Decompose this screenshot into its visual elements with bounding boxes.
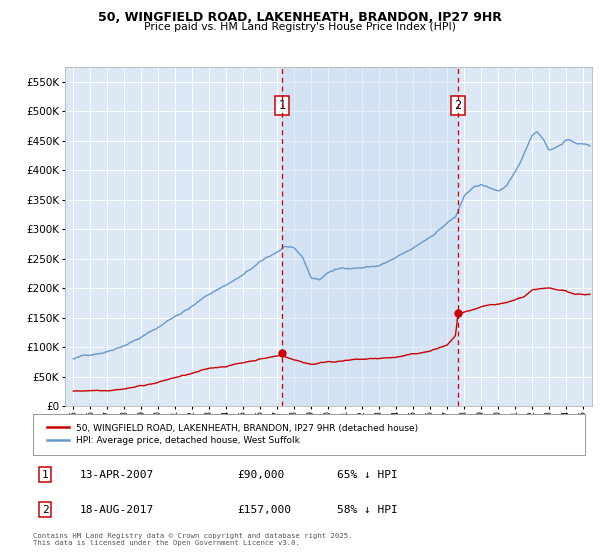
Text: 2: 2: [42, 505, 49, 515]
Text: 1: 1: [278, 99, 286, 112]
Text: 58% ↓ HPI: 58% ↓ HPI: [337, 505, 397, 515]
Text: 18-AUG-2017: 18-AUG-2017: [80, 505, 154, 515]
Legend: 50, WINGFIELD ROAD, LAKENHEATH, BRANDON, IP27 9HR (detached house), HPI: Average: 50, WINGFIELD ROAD, LAKENHEATH, BRANDON,…: [43, 420, 422, 449]
Text: 2: 2: [454, 99, 461, 112]
Text: 65% ↓ HPI: 65% ↓ HPI: [337, 470, 397, 479]
Text: 13-APR-2007: 13-APR-2007: [80, 470, 154, 479]
Text: 1: 1: [42, 470, 49, 479]
Text: £157,000: £157,000: [237, 505, 291, 515]
Text: Contains HM Land Registry data © Crown copyright and database right 2025.
This d: Contains HM Land Registry data © Crown c…: [33, 533, 352, 546]
Bar: [282, 67, 458, 406]
Text: £90,000: £90,000: [237, 470, 284, 479]
FancyBboxPatch shape: [33, 414, 585, 455]
Text: 50, WINGFIELD ROAD, LAKENHEATH, BRANDON, IP27 9HR: 50, WINGFIELD ROAD, LAKENHEATH, BRANDON,…: [98, 11, 502, 24]
Text: Price paid vs. HM Land Registry's House Price Index (HPI): Price paid vs. HM Land Registry's House …: [144, 22, 456, 32]
